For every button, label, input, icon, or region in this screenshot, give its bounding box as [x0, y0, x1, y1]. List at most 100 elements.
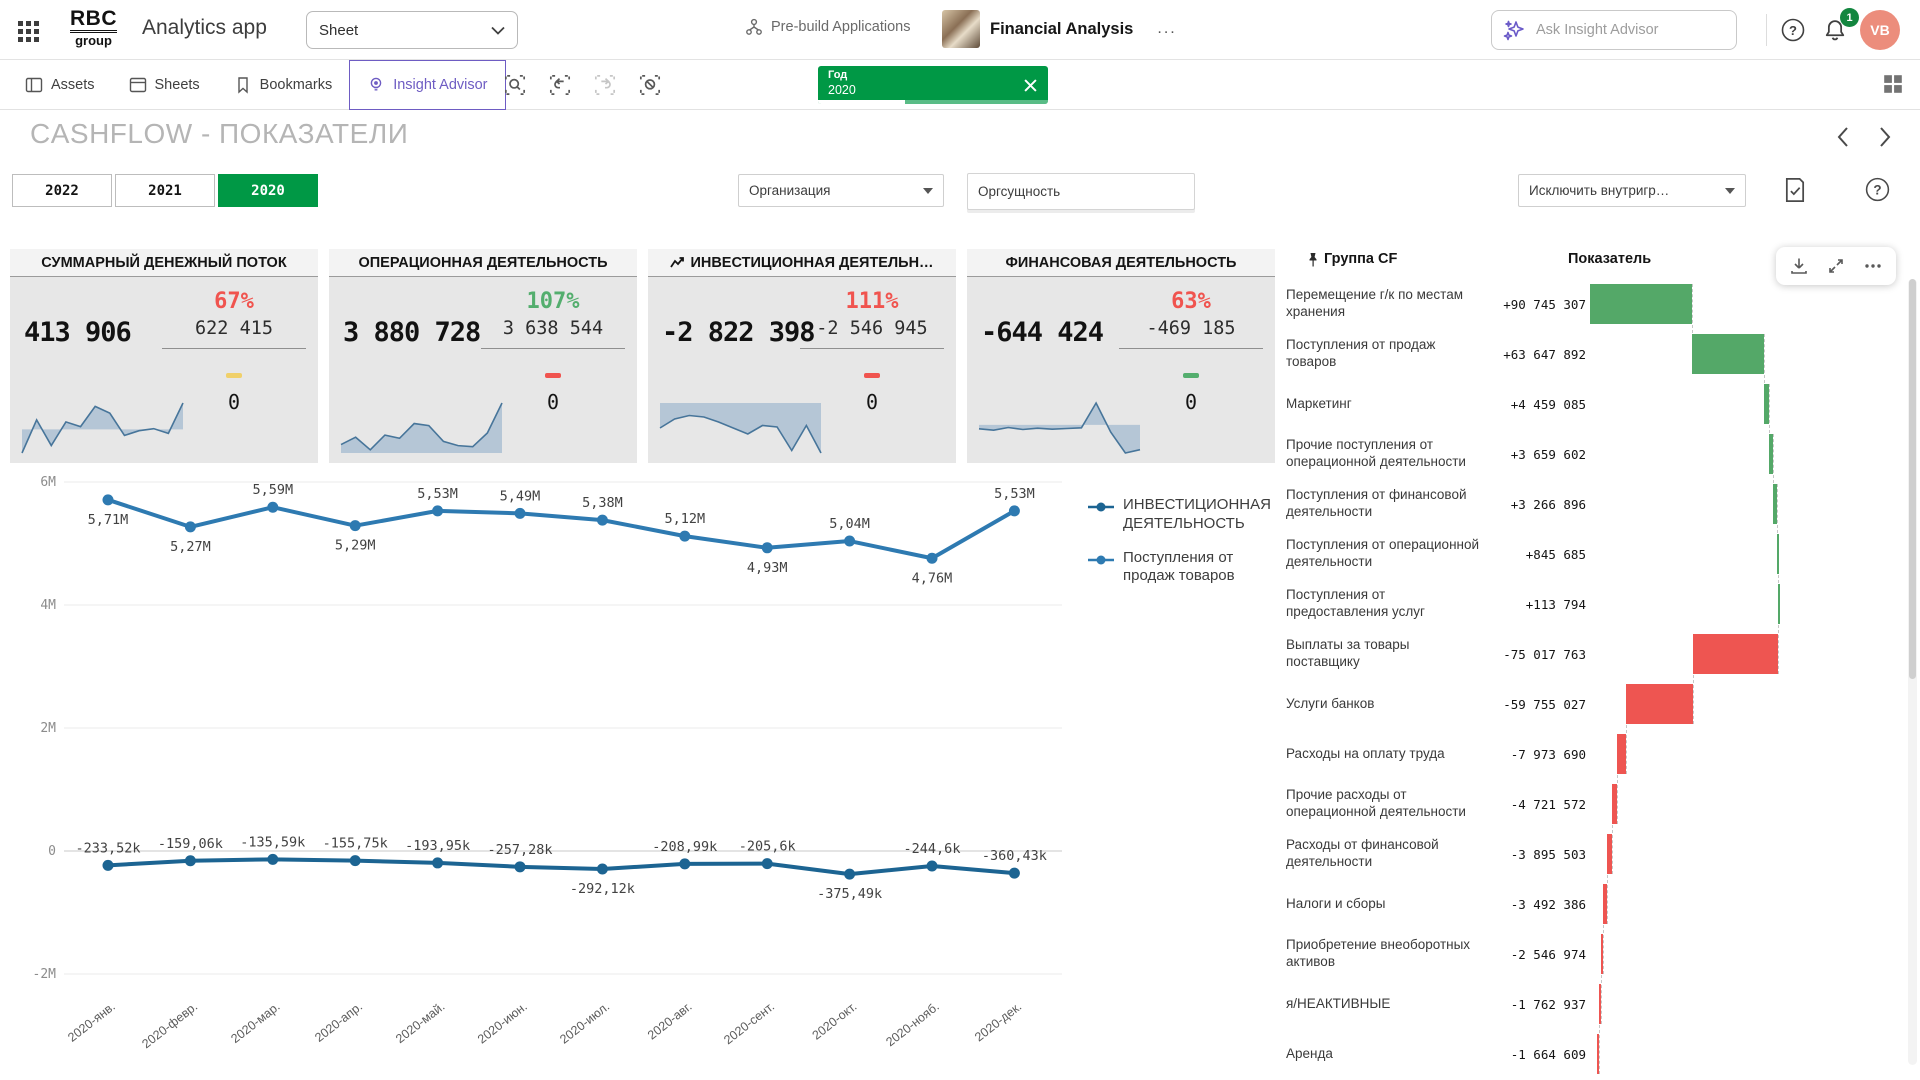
- waterfall-row[interactable]: Поступления от предоставления услуг+113 …: [1280, 579, 1920, 629]
- waterfall-bar[interactable]: [1692, 334, 1764, 374]
- step-back-icon[interactable]: [543, 68, 577, 102]
- data-point[interactable]: [432, 505, 443, 516]
- data-point[interactable]: [350, 520, 361, 531]
- smart-search-icon[interactable]: [498, 68, 532, 102]
- data-point[interactable]: [350, 855, 361, 866]
- waterfall-bar[interactable]: [1597, 1034, 1599, 1074]
- waterfall-bar[interactable]: [1599, 984, 1601, 1024]
- line-chart-svg: 6M4M2M0-2M2020-янв.2020-февр.2020-мар.20…: [10, 468, 1078, 1080]
- tab-insight-advisor[interactable]: Insight Advisor: [349, 60, 505, 110]
- data-point[interactable]: [432, 857, 443, 868]
- data-point[interactable]: [515, 508, 526, 519]
- help-circle-icon[interactable]: ?: [1864, 176, 1891, 203]
- waterfall-col1-header[interactable]: Группа CF: [1324, 251, 1397, 267]
- waterfall-bar[interactable]: [1693, 634, 1778, 674]
- waterfall-bar[interactable]: [1626, 684, 1693, 724]
- organization-dropdown[interactable]: Организация: [738, 174, 944, 207]
- avatar[interactable]: VB: [1860, 10, 1900, 50]
- prebuild-applications-link[interactable]: Pre-build Applications: [745, 18, 910, 36]
- data-point[interactable]: [515, 861, 526, 872]
- kpi-title: СУММАРНЫЙ ДЕНЕЖНЫЙ ПОТОК: [10, 249, 318, 277]
- waterfall-bar[interactable]: [1773, 484, 1777, 524]
- waterfall-row[interactable]: Перемещение г/к по местам хранения+90 74…: [1280, 279, 1920, 329]
- more-menu-icon[interactable]: [1863, 256, 1883, 276]
- waterfall-row-label: Услуги банков: [1280, 696, 1486, 713]
- data-point[interactable]: [762, 542, 773, 553]
- waterfall-bar[interactable]: [1603, 884, 1607, 924]
- current-app[interactable]: Financial Analysis ...: [942, 10, 1177, 48]
- chart-legend: ИНВЕСТИЦИОННАЯ ДЕЯТЕЛЬНОСТЬ Поступления о…: [1088, 496, 1278, 586]
- help-icon[interactable]: ?: [1780, 17, 1806, 43]
- waterfall-row[interactable]: Поступления от операционной деятельности…: [1280, 529, 1920, 579]
- app-launcher-icon[interactable]: [16, 19, 40, 43]
- data-point[interactable]: [762, 858, 773, 869]
- tab-sheets[interactable]: Sheets: [112, 60, 217, 110]
- kpi-main-value: -2 822 398: [662, 317, 815, 348]
- clear-selections-icon[interactable]: [633, 68, 667, 102]
- waterfall-row[interactable]: я/НЕАКТИВНЫЕ-1 762 937: [1280, 979, 1920, 1029]
- waterfall-row[interactable]: Услуги банков-59 755 027: [1280, 679, 1920, 729]
- scrollbar-thumb[interactable]: [1909, 279, 1916, 679]
- waterfall-row[interactable]: Поступления от продаж товаров+63 647 892: [1280, 329, 1920, 379]
- year-button-2022[interactable]: 2022: [12, 174, 112, 207]
- selection-chip-year[interactable]: Год 2020: [818, 66, 1048, 104]
- waterfall-row[interactable]: Поступления от финансовой деятельности+3…: [1280, 479, 1920, 529]
- data-point[interactable]: [927, 861, 938, 872]
- tab-assets[interactable]: Assets: [8, 60, 112, 110]
- data-point[interactable]: [185, 855, 196, 866]
- data-point[interactable]: [267, 854, 278, 865]
- data-point[interactable]: [679, 531, 690, 542]
- waterfall-bar[interactable]: [1607, 834, 1611, 874]
- waterfall-bar[interactable]: [1778, 584, 1780, 624]
- waterfall-bar[interactable]: [1590, 284, 1692, 324]
- data-point[interactable]: [103, 860, 114, 871]
- data-point[interactable]: [679, 858, 690, 869]
- data-point[interactable]: [1009, 505, 1020, 516]
- waterfall-row[interactable]: Прочие поступления от операционной деяте…: [1280, 429, 1920, 479]
- chevron-left-icon[interactable]: [1836, 126, 1850, 148]
- waterfall-row[interactable]: Расходы на оплату труда-7 973 690: [1280, 729, 1920, 779]
- data-point[interactable]: [597, 863, 608, 874]
- data-point[interactable]: [844, 536, 855, 547]
- waterfall-bar[interactable]: [1617, 734, 1626, 774]
- data-point[interactable]: [103, 494, 114, 505]
- app-more-menu[interactable]: ...: [1157, 20, 1176, 38]
- download-icon[interactable]: [1789, 256, 1809, 276]
- waterfall-row[interactable]: Расходы от финансовой деятельности-3 895…: [1280, 829, 1920, 879]
- waterfall-row[interactable]: Налоги и сборы-3 492 386: [1280, 879, 1920, 929]
- legend-item[interactable]: Поступления от продаж товаров: [1088, 549, 1278, 587]
- expand-icon[interactable]: [1826, 256, 1846, 276]
- selections-tool-icon[interactable]: [1782, 176, 1808, 204]
- waterfall-row-value: -4 721 572: [1486, 797, 1586, 812]
- scrollbar[interactable]: [1908, 279, 1917, 1065]
- data-point[interactable]: [927, 553, 938, 564]
- waterfall-row[interactable]: Аренда-1 664 609: [1280, 1029, 1920, 1079]
- waterfall-bar[interactable]: [1612, 784, 1617, 824]
- legend-item[interactable]: ИНВЕСТИЦИОННАЯ ДЕЯТЕЛЬНОСТЬ: [1088, 496, 1278, 534]
- waterfall-row[interactable]: Маркетинг+4 459 085: [1280, 379, 1920, 429]
- close-icon[interactable]: [1020, 75, 1040, 95]
- insight-advisor-search[interactable]: [1491, 10, 1737, 50]
- sheet-select[interactable]: Sheet: [306, 11, 518, 49]
- year-button-2021[interactable]: 2021: [115, 174, 215, 207]
- data-point[interactable]: [1009, 868, 1020, 879]
- waterfall-bar[interactable]: [1764, 384, 1769, 424]
- data-point[interactable]: [844, 869, 855, 880]
- tab-bookmarks[interactable]: Bookmarks: [217, 60, 350, 110]
- data-point[interactable]: [267, 502, 278, 513]
- data-point[interactable]: [597, 515, 608, 526]
- waterfall-bar[interactable]: [1601, 934, 1604, 974]
- sheet-grid-icon[interactable]: [1882, 73, 1904, 95]
- year-button-2020[interactable]: 2020: [218, 174, 318, 207]
- waterfall-row[interactable]: Приобретение внеоборотных активов-2 546 …: [1280, 929, 1920, 979]
- orgentity-listbox[interactable]: Оргсущность: [967, 173, 1195, 210]
- exclude-intragroup-dropdown[interactable]: Исключить внутригр…: [1518, 174, 1746, 207]
- kpi-sparkline: [339, 399, 504, 457]
- waterfall-row[interactable]: Прочие расходы от операционной деятельно…: [1280, 779, 1920, 829]
- waterfall-bar[interactable]: [1769, 434, 1773, 474]
- search-input[interactable]: [1536, 22, 1706, 38]
- data-point[interactable]: [185, 521, 196, 532]
- waterfall-bar[interactable]: [1777, 534, 1779, 574]
- chevron-right-icon[interactable]: [1878, 126, 1892, 148]
- waterfall-row[interactable]: Выплаты за товары поставщику-75 017 763: [1280, 629, 1920, 679]
